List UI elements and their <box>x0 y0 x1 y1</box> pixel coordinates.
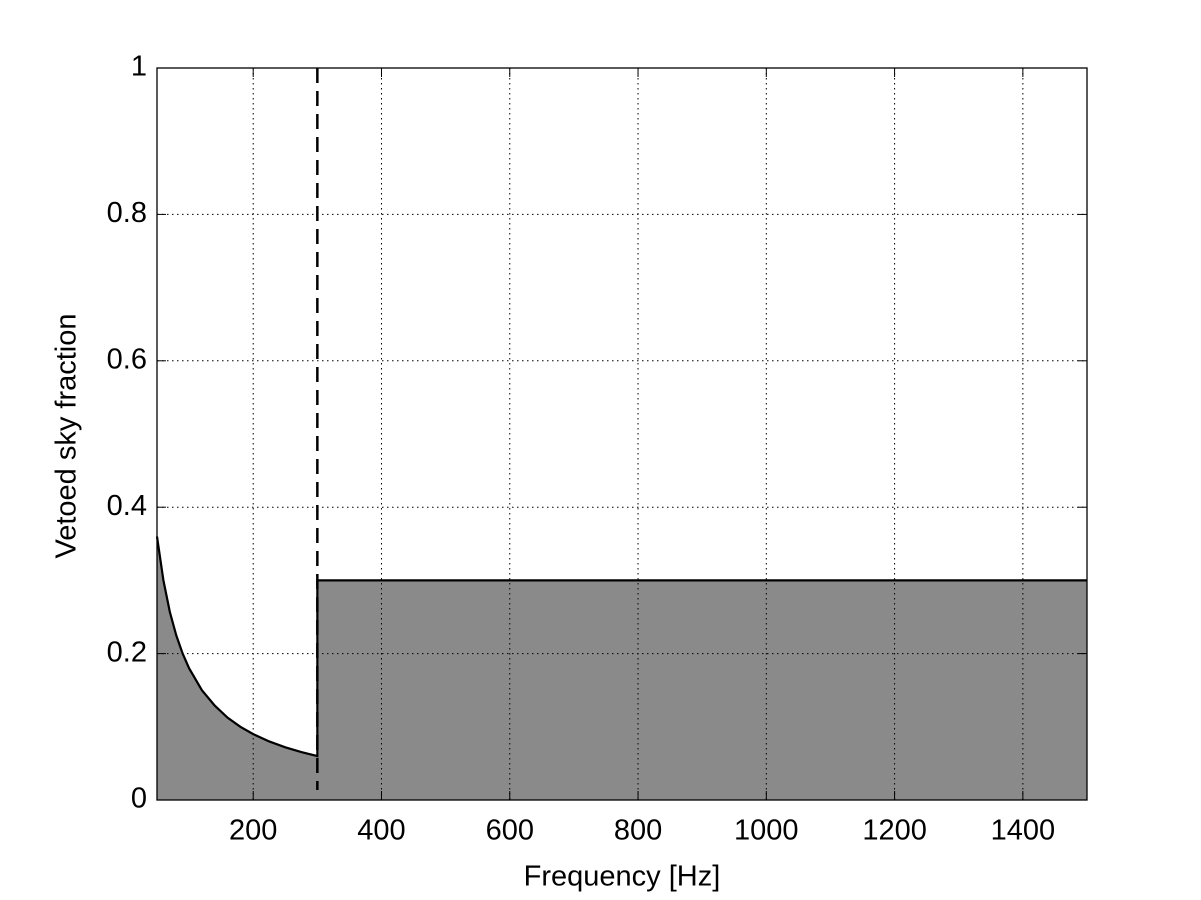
y-tick-label: 0.4 <box>107 490 147 522</box>
area-line <box>155 536 1087 758</box>
plot-frame <box>156 67 1088 801</box>
y-tick-label: 0 <box>131 783 147 815</box>
x-tick-label: 400 <box>357 815 405 847</box>
y-tick-label: 0.6 <box>107 343 147 375</box>
x-axis-label: Frequency [Hz] <box>524 861 721 893</box>
x-tick-label: 600 <box>486 815 534 847</box>
x-tick-label: 800 <box>614 815 662 847</box>
y-axis-label: Vetoed sky fraction <box>51 313 83 558</box>
area-fill <box>157 536 1087 800</box>
y-tick-label: 0.8 <box>107 197 147 229</box>
x-tick-label: 1000 <box>734 815 799 847</box>
x-tick-label: 1200 <box>862 815 927 847</box>
y-tick-label: 0.2 <box>107 636 147 668</box>
x-tick-label: 1400 <box>991 815 1056 847</box>
y-tick-label: 1 <box>131 51 147 83</box>
x-tick-label: 200 <box>229 815 277 847</box>
